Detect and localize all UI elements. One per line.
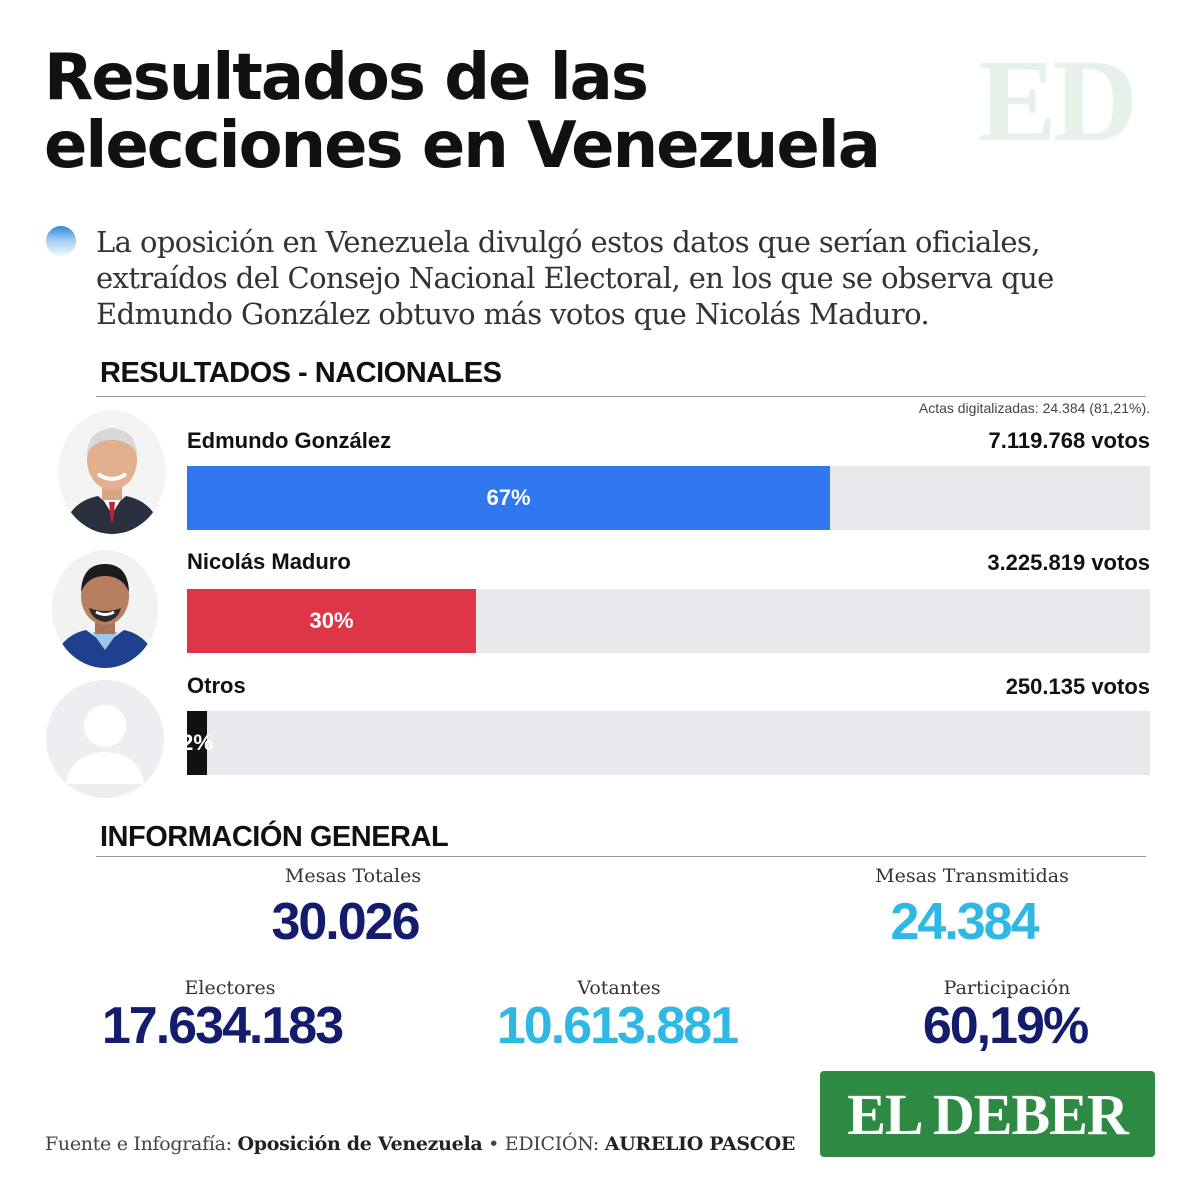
participacion-value: 60,19% [922,997,1089,1055]
footer-editor: AURELIO PASCOE [604,1133,796,1155]
candidate-votes-2: 250.135 votos [1005,674,1150,699]
footer-separator: • EDICIÓN: [482,1133,605,1155]
gonzalez-portrait-icon [58,410,166,534]
watermark-logo: ED [978,35,1138,166]
participacion-label: Participación [943,977,1071,999]
maduro-avatar [52,550,158,668]
page-title: Resultados de las elecciones en Venezuel… [44,44,944,180]
candidate-votes-0: 7.119.768 votos [988,428,1150,453]
actas-note: Actas digitalizadas: 24.384 (81,21%). [918,400,1150,416]
electores-label: Electores [184,977,276,999]
bar-track-2: 2% [181,711,1150,775]
otros-avatar [46,680,164,798]
general-divider [96,856,1146,857]
bar-label-1: 30% [309,608,354,633]
candidate-votes-1: 3.225.819 votos [987,550,1150,575]
bar-2 [187,711,207,775]
footer-source: Oposición de Venezuela [237,1133,483,1155]
intro-text: La oposición en Venezuela divulgó estos … [96,225,1054,331]
votantes-label: Votantes [577,977,661,999]
candidate-name-0: Edmundo González [187,428,392,453]
general-heading: INFORMACIÓN GENERAL [100,821,449,853]
mesas-totales-value: 30.026 [271,893,420,951]
title-line-1: Resultados de las [44,41,649,115]
votantes-value: 10.613.881 [496,997,739,1055]
maduro-portrait-icon [52,550,158,668]
results-heading: RESULTADOS - NACIONALES [100,357,502,389]
candidate-name-2: Otros [187,673,246,698]
mesas-transmitidas-label: Mesas Transmitidas [875,865,1069,887]
mesas-transmitidas-value: 24.384 [890,893,1039,951]
footer-source-prefix: Fuente e Infografía: [45,1133,238,1155]
bar-track-0: 67% [187,466,1150,530]
bar-label-0: 67% [486,485,531,510]
el-deber-logo: EL DEBER [820,1071,1155,1157]
bar-label-2: 2% [181,730,213,755]
bar-track-1: 30% [187,589,1150,653]
candidate-name-1: Nicolás Maduro [187,549,351,574]
footer-credits: Fuente e Infografía: Oposición de Venezu… [45,1133,795,1155]
gonzalez-avatar [58,410,166,534]
user-placeholder-icon [46,680,164,798]
bar-0 [187,466,830,530]
electores-value: 17.634.183 [101,997,344,1055]
mesas-totales-label: Mesas Totales [284,865,422,887]
results-divider [96,396,1146,397]
bar-1 [187,589,476,653]
title-line-2: elecciones en Venezuela [44,109,881,183]
bullet-icon [46,226,76,256]
